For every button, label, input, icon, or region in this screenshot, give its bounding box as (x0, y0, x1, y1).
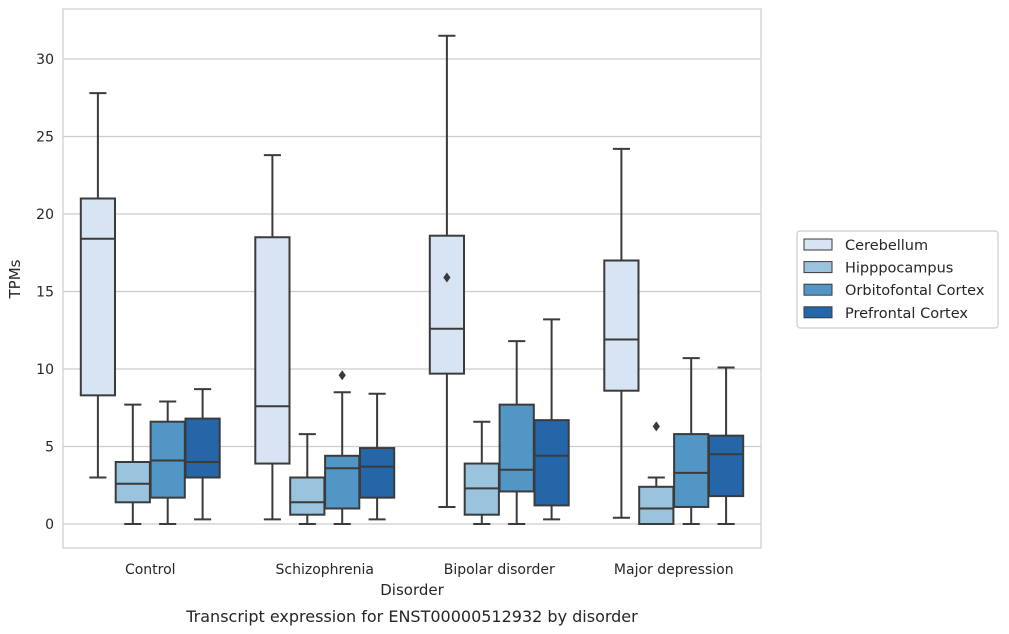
x-axis-title: Disorder (380, 581, 444, 599)
box-orbitofontal-cortex (673, 357, 710, 525)
legend-swatch (803, 306, 833, 319)
y-tick-label: 10 (36, 362, 54, 378)
x-axis-ticks: Control Schizophrenia Bipolar disorder Majo… (125, 562, 734, 578)
legend-frame (796, 230, 999, 329)
outlier-point (652, 421, 660, 432)
outlier-point (338, 370, 346, 381)
chart-caption: Transcript expression for ENST0000051293… (185, 607, 638, 626)
legend-swatch (803, 238, 833, 251)
box-body (184, 417, 221, 479)
legend-swatch (803, 283, 833, 296)
box-body (707, 434, 745, 498)
box-orbitofontal-cortex (324, 370, 361, 525)
box-body (358, 447, 396, 499)
legend-label: Orbitofontal Cortex (845, 283, 985, 299)
y-axis-title: TPMs (6, 259, 24, 299)
box-body (638, 485, 675, 525)
box-prefrontal-cortex (358, 392, 396, 521)
x-tick-label: Control (125, 562, 176, 578)
box-body (603, 259, 640, 392)
boxes (79, 34, 745, 525)
box-body (289, 476, 326, 516)
legend: Cerebellum Hipppocampus Orbitofontal Corte… (796, 230, 999, 329)
y-tick-label: 5 (45, 440, 54, 456)
box-body (673, 433, 710, 508)
box-prefrontal-cortex (707, 366, 745, 525)
box-body (498, 403, 535, 493)
box-hipppocampus (114, 403, 151, 525)
box-prefrontal-cortex (184, 388, 221, 521)
x-tick-label: Bipolar disorder (444, 562, 555, 578)
legend-label: Hipppocampus (845, 261, 953, 277)
legend-label: Cerebellum (845, 238, 928, 254)
box-body (79, 197, 117, 397)
box-hipppocampus (638, 421, 675, 525)
box-body (324, 454, 361, 510)
box-body (428, 234, 466, 375)
box-orbitofontal-cortex (149, 400, 186, 525)
box-body (254, 236, 291, 465)
y-tick-label: 25 (36, 130, 54, 146)
legend-swatch (803, 261, 833, 274)
box-prefrontal-cortex (533, 318, 570, 521)
box-hipppocampus (289, 433, 326, 525)
y-tick-label: 20 (36, 207, 54, 223)
box-body (533, 419, 570, 507)
x-tick-label: Schizophrenia (276, 562, 374, 578)
y-tick-label: 15 (36, 285, 54, 301)
box-cerebellum (603, 147, 640, 519)
y-tick-label: 30 (36, 52, 54, 68)
box-hipppocampus (463, 420, 500, 525)
box-cerebellum (254, 154, 291, 521)
box-orbitofontal-cortex (498, 340, 535, 525)
box-cerebellum (79, 92, 117, 479)
x-tick-label: Major depression (614, 562, 734, 578)
legend-label: Prefrontal Cortex (845, 306, 968, 322)
box-body (114, 461, 151, 504)
y-tick-label: 0 (45, 517, 54, 533)
outlier-point (443, 272, 451, 283)
plot-frame (62, 8, 762, 549)
y-axis-ticks: 0 5 10 15 20 25 30 (36, 52, 54, 533)
box-cerebellum (428, 34, 466, 508)
